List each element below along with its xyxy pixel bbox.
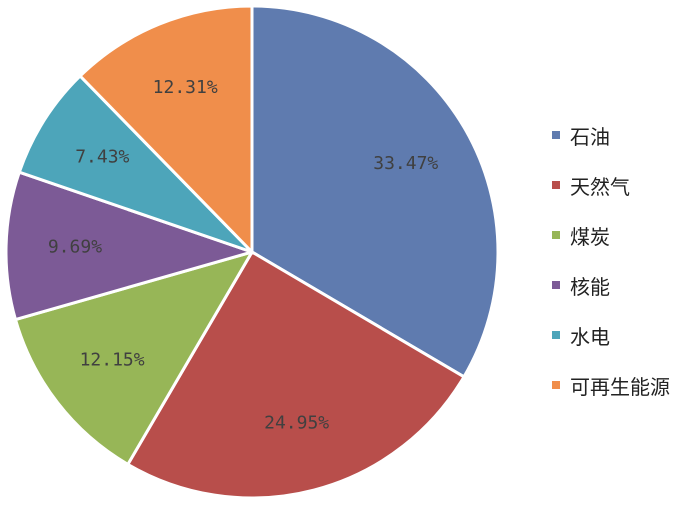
legend: 石油天然气煤炭核能水电可再生能源	[552, 110, 670, 410]
legend-item: 核能	[552, 260, 670, 310]
legend-item: 水电	[552, 310, 670, 360]
data-label: 9.69%	[48, 236, 102, 257]
legend-swatch	[552, 331, 560, 339]
data-label: 24.95%	[264, 412, 329, 433]
legend-swatch	[552, 131, 560, 139]
pie-slice	[78, 4, 254, 254]
pie-slice	[4, 170, 254, 322]
data-label: 33.47%	[373, 153, 438, 174]
legend-item: 石油	[552, 110, 670, 160]
legend-label: 石油	[570, 124, 610, 149]
legend-item: 天然气	[552, 160, 670, 210]
legend-swatch	[552, 181, 560, 189]
legend-swatch	[552, 231, 560, 239]
legend-label: 核能	[570, 274, 610, 299]
pie-slice	[17, 74, 254, 254]
data-label: 7.43%	[75, 146, 129, 167]
legend-swatch	[552, 281, 560, 289]
legend-label: 煤炭	[570, 224, 610, 249]
legend-label: 水电	[570, 324, 610, 349]
pie-slice	[13, 250, 254, 466]
data-label: 12.15%	[80, 350, 145, 371]
legend-label: 可再生能源	[570, 374, 670, 399]
legend-item: 煤炭	[552, 210, 670, 260]
pie-slice	[250, 4, 500, 379]
legend-label: 天然气	[570, 174, 630, 199]
pie-slice	[126, 250, 466, 500]
legend-swatch	[552, 381, 560, 389]
legend-item: 可再生能源	[552, 360, 670, 410]
data-label: 12.31%	[153, 77, 218, 98]
